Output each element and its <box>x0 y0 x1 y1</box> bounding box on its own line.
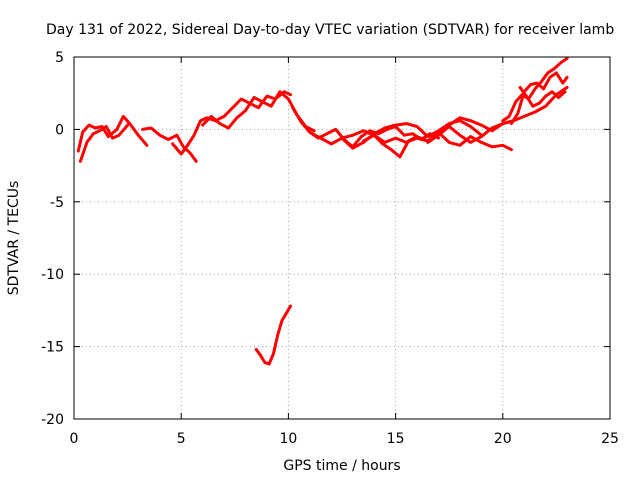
x-tick-label: 20 <box>494 431 512 447</box>
chart-title: Day 131 of 2022, Sidereal Day-to-day VTE… <box>46 22 614 38</box>
y-tick-label: -5 <box>50 195 64 211</box>
series-line-trace-12 <box>509 71 569 126</box>
x-tick-label: 25 <box>601 431 619 447</box>
series-line-trace-11 <box>501 56 569 123</box>
grid <box>74 57 610 419</box>
y-tick-label: -15 <box>41 340 64 356</box>
tick-labels: 0 5 10 15 20 25 -20 -15 -10 -5 0 5 <box>41 50 619 447</box>
series-line-trace-3 <box>141 126 198 163</box>
series-line-trace-1 <box>76 114 149 153</box>
series-line-trace-4 <box>171 90 292 156</box>
series-line-trace-13 <box>518 85 567 108</box>
plot-frame <box>73 56 611 420</box>
y-axis-label: SDTVAR / TECUs <box>6 181 22 296</box>
x-tick-label: 0 <box>70 431 79 447</box>
series-line-trace-9 <box>361 130 513 152</box>
x-tick-label: 15 <box>387 431 405 447</box>
x-tick-label: 10 <box>279 431 297 447</box>
series-line-trace-10 <box>426 85 569 144</box>
series-line-trace-5 <box>201 90 316 133</box>
y-tick-label: -10 <box>41 267 64 283</box>
series-line-trace-14 <box>254 304 292 366</box>
series-layer <box>76 56 569 366</box>
y-tick-label: 0 <box>55 122 64 138</box>
y-tick-label: 5 <box>55 50 64 66</box>
x-axis-label: GPS time / hours <box>283 458 400 474</box>
y-tick-label: -20 <box>41 412 64 428</box>
x-tick-label: 5 <box>177 431 186 447</box>
series-line-trace-2 <box>78 123 130 163</box>
tick-marks <box>73 56 611 420</box>
